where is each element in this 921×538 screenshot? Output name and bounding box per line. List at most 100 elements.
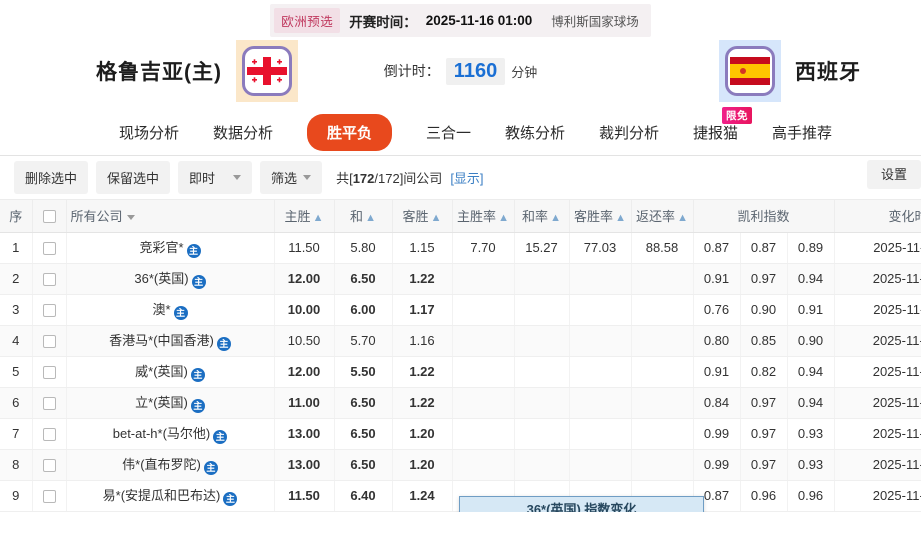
kelly-away: 0.89 [787,232,835,264]
spain-flag-icon [725,46,775,96]
header-return-rate[interactable]: 返还率 ▲ [631,200,694,233]
home-team[interactable]: 格鲁吉亚(主) [96,40,298,102]
chevron-down-icon [303,175,312,180]
sort-asc-icon: ▲ [615,212,626,225]
row-checkbox-cell[interactable] [32,418,67,450]
table-row[interactable]: 7 bet-at-h*(马尔他) 主 13.00 6.50 1.20 0.99 0… [0,418,921,450]
row-checkbox[interactable] [42,242,56,256]
keep-selected-button[interactable]: 保留选中 [96,161,171,194]
tab-three-in-one[interactable]: 三合一 [425,125,471,142]
row-checkbox-cell[interactable] [32,294,67,326]
select-all-checkbox[interactable] [42,210,56,224]
row-checkbox[interactable] [42,397,56,411]
filter-select[interactable]: 筛选 [260,161,323,194]
tab-coach-analysis[interactable]: 教练分析 [505,125,566,142]
header-home-win-rate[interactable]: 主胜率 ▲ [452,200,515,233]
row-checkbox-cell[interactable] [32,325,67,357]
header-home-win[interactable]: 主胜 ▲ [274,200,335,233]
company-name: 威*(英国) [135,364,188,380]
row-checkbox[interactable] [42,428,56,442]
header-change-time[interactable]: 变化时间 [834,200,921,233]
table-header-row: 序 所有公司 主胜 ▲ 和 ▲ 客胜 ▲ 主胜率 ▲ 和率 ▲ 客胜率 ▲ 返还率 ▲ 凯利指… [0,200,921,233]
company-name-cell[interactable]: 伟*(直布罗陀) 主 [66,449,275,481]
company-name-cell[interactable]: bet-at-h*(马尔他) 主 [66,418,275,450]
row-index: 1 [0,232,33,264]
kelly-home: 0.84 [693,387,741,419]
table-row[interactable]: 8 伟*(直布罗陀) 主 13.00 6.50 1.20 0.99 0.97 0.… [0,449,921,481]
settings-button[interactable]: 设置 [866,160,921,189]
table-row[interactable]: 5 威*(英国) 主 12.00 5.50 1.22 0.91 0.82 0.94… [0,356,921,388]
kelly-home: 0.91 [693,263,741,295]
away-win-odds: 1.20 [392,449,453,481]
table-row[interactable]: 2 36*(英国) 主 12.00 6.50 1.22 0.91 0.97 0.9… [0,263,921,295]
row-checkbox[interactable] [42,459,56,473]
header-away-win-rate[interactable]: 客胜率 ▲ [569,200,632,233]
tab-win-draw-lose[interactable]: 胜平负 [306,114,392,151]
league-badge: 欧洲预选 [274,8,341,33]
return-rate [631,263,694,295]
host-badge-icon: 主 [173,305,188,320]
row-checkbox-cell[interactable] [32,263,67,295]
kelly-draw: 0.85 [740,325,788,357]
away-win-rate [569,449,632,481]
home-win-odds: 13.00 [274,449,335,481]
mode-select[interactable]: 即时 [178,161,253,194]
draw-odds: 6.50 [334,387,393,419]
header-company[interactable]: 所有公司 [66,200,275,233]
table-row[interactable]: 1 竞彩官* 主 11.50 5.80 1.15 7.70 15.27 77.03… [0,232,921,264]
away-win-odds: 1.22 [392,387,453,419]
header-away-win[interactable]: 客胜 ▲ [392,200,453,233]
table-row[interactable]: 4 香港马*(中国香港) 主 10.50 5.70 1.16 0.80 0.85 … [0,325,921,357]
tab-jiebao-cat[interactable]: 捷报猫 限免 [693,107,753,143]
home-win-odds: 10.50 [274,325,335,357]
draw-odds: 6.50 [334,418,393,450]
row-checkbox-cell[interactable] [32,356,67,388]
company-name-cell[interactable]: 立*(英国) 主 [66,387,275,419]
tab-referee-analysis[interactable]: 裁判分析 [599,125,660,142]
draw-rate [514,356,570,388]
row-checkbox-cell[interactable] [32,232,67,264]
draw-odds: 6.50 [334,263,393,295]
row-checkbox-cell[interactable] [32,480,67,512]
row-checkbox[interactable] [42,273,56,287]
tab-expert-recommend[interactable]: 高手推荐 [772,125,833,142]
kelly-home: 0.99 [693,418,741,450]
row-checkbox[interactable] [42,304,56,318]
header-select-all[interactable] [32,200,67,233]
chevron-down-icon [233,175,242,180]
away-team[interactable]: 西班牙 [719,40,861,102]
company-name-cell[interactable]: 香港马*(中国香港) 主 [66,325,275,357]
company-name-cell[interactable]: 易*(安提瓜和巴布达) 主 [66,480,275,512]
home-win-odds: 13.00 [274,418,335,450]
header-draw-rate[interactable]: 和率 ▲ [514,200,570,233]
tab-data-analysis[interactable]: 数据分析 [212,125,273,142]
draw-rate [514,449,570,481]
row-index: 6 [0,387,33,419]
kelly-home: 0.76 [693,294,741,326]
home-win-odds: 12.00 [274,356,335,388]
count-total: /172]间公司 [374,171,443,186]
delete-selected-button[interactable]: 删除选中 [14,161,89,194]
header-draw[interactable]: 和 ▲ [334,200,393,233]
tab-jiebao-cat-label: 捷报猫 [693,125,739,142]
row-checkbox[interactable] [42,335,56,349]
company-name-cell[interactable]: 威*(英国) 主 [66,356,275,388]
row-checkbox[interactable] [42,490,56,504]
company-name-cell[interactable]: 澳* 主 [66,294,275,326]
sort-asc-icon: ▲ [430,212,442,225]
table-row[interactable]: 3 澳* 主 10.00 6.00 1.17 0.76 0.90 0.91 202… [0,294,921,326]
row-checkbox-cell[interactable] [32,387,67,419]
odds-table-body: 1 竞彩官* 主 11.50 5.80 1.15 7.70 15.27 77.03… [0,232,921,512]
sort-asc-icon: ▲ [498,212,509,225]
draw-odds: 6.00 [334,294,393,326]
table-row[interactable]: 6 立*(英国) 主 11.00 6.50 1.22 0.84 0.97 0.94… [0,387,921,419]
company-name: 36*(英国) [134,271,189,287]
company-name-cell[interactable]: 36*(英国) 主 [66,263,275,295]
row-checkbox-cell[interactable] [32,449,67,481]
company-name-cell[interactable]: 竞彩官* 主 [66,232,275,264]
row-checkbox[interactable] [42,366,56,380]
away-win-odds: 1.24 [392,480,453,512]
row-index: 9 [0,480,33,512]
tab-live-analysis[interactable]: 现场分析 [118,125,179,142]
show-link[interactable]: [显示] [450,171,484,186]
